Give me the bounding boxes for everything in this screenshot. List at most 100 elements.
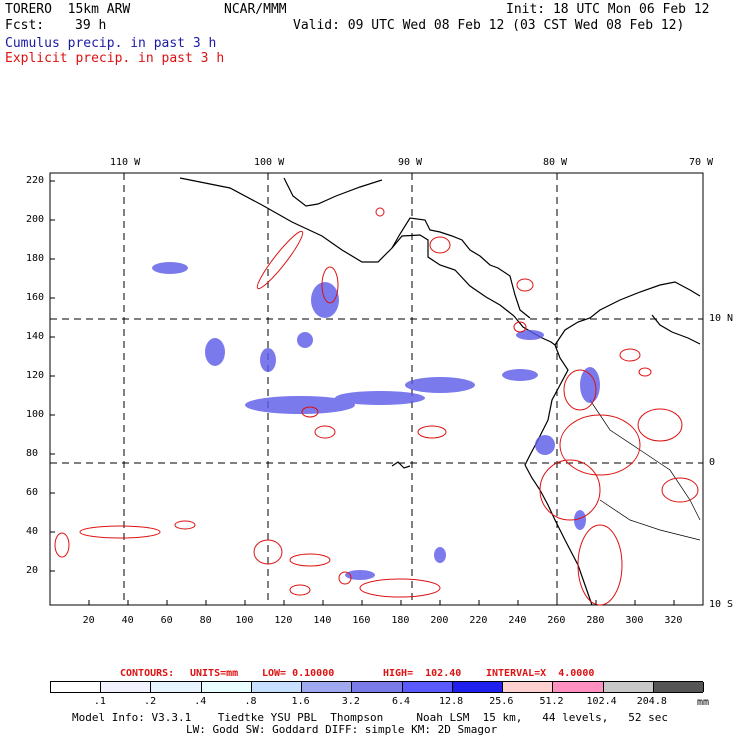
colorbar xyxy=(50,681,704,693)
cumulus-cell-8 xyxy=(574,510,586,530)
colorbar-swatch xyxy=(352,682,403,692)
map-frame xyxy=(49,172,704,606)
explicit-contour-13 xyxy=(577,524,623,606)
x-tick-label: 40 xyxy=(121,615,134,626)
cumulus-precip-areas xyxy=(152,262,600,580)
border-andes xyxy=(589,399,701,521)
cumulus-band-itcz-2 xyxy=(335,391,425,405)
lon-label: 80 W xyxy=(543,157,568,168)
colorbar-swatch xyxy=(503,682,554,692)
explicit-contour-23 xyxy=(289,584,311,596)
explicit-contour-14 xyxy=(661,477,699,503)
init-time: Init: 18 UTC Mon 06 Feb 12 xyxy=(506,2,710,17)
coast-yucatan-caribbean xyxy=(391,217,531,319)
y-tick-label: 40 xyxy=(26,526,39,537)
explicit-contour-11 xyxy=(559,414,641,476)
x-tick-label: 320 xyxy=(664,615,683,626)
x-tick-label: 180 xyxy=(391,615,410,626)
explicit-contour-2 xyxy=(321,266,339,304)
explicit-contour-19 xyxy=(253,539,283,565)
colorbar-label: 1.6 xyxy=(291,696,310,707)
explicit-contour-16 xyxy=(79,525,161,539)
colorbar-label: 6.4 xyxy=(392,696,411,707)
x-tick-label: 100 xyxy=(235,615,254,626)
colorbar-label: 51.2 xyxy=(539,696,564,707)
explicit-contour-5 xyxy=(417,425,447,439)
x-tick-label: 220 xyxy=(469,615,488,626)
x-tick-label: 80 xyxy=(199,615,212,626)
x-tick-label: 140 xyxy=(313,615,332,626)
legend-explicit: Explicit precip. in past 3 h xyxy=(5,51,225,66)
explicit-contour-4 xyxy=(314,425,336,439)
colorbar-swatch xyxy=(452,682,504,692)
coast-northern-south-america xyxy=(554,281,701,346)
contours-low: LOW= 0.10000 xyxy=(262,668,335,679)
x-tick-label: 60 xyxy=(160,615,173,626)
colorbar-swatch xyxy=(603,682,654,692)
lon-label: 90 W xyxy=(398,157,423,168)
contours-label: CONTOURS: xyxy=(120,668,175,679)
explicit-contour-9 xyxy=(516,278,534,292)
cumulus-band-itcz-3 xyxy=(405,377,475,393)
y-tick-label: 180 xyxy=(26,253,45,264)
x-tick-label: 260 xyxy=(547,615,566,626)
colorbar-label: .1 xyxy=(93,696,106,707)
contours-units: UNITS=mm xyxy=(190,668,239,679)
x-tick-label: 200 xyxy=(430,615,449,626)
x-tick-label: 280 xyxy=(586,615,605,626)
galapagos-islands xyxy=(391,461,411,469)
colorbar-swatch xyxy=(251,682,303,692)
colorbar-swatch xyxy=(201,682,252,692)
model-info-line1: Model Info: V3.3.1 Tiedtke YSU PBL Thomp… xyxy=(72,711,669,724)
lon-label: 100 W xyxy=(254,157,285,168)
cumulus-cell-11 xyxy=(535,435,555,455)
cumulus-cell-6 xyxy=(502,369,538,381)
explicit-contour-24 xyxy=(619,348,641,362)
explicit-contour-3 xyxy=(301,406,319,418)
cumulus-cell-10 xyxy=(345,570,375,580)
colorbar-label: .2 xyxy=(144,696,157,707)
lat-label: 10 N xyxy=(709,313,734,324)
colorbar-label: .8 xyxy=(244,696,257,707)
cumulus-cell-9 xyxy=(434,547,446,563)
contours-interval: INTERVAL=X 4.0000 xyxy=(486,668,595,679)
legend-cumulus: Cumulus precip. in past 3 h xyxy=(5,36,217,51)
colorbar-label: 102.4 xyxy=(586,696,617,707)
x-tick-label: 160 xyxy=(352,615,371,626)
coastlines xyxy=(179,177,701,606)
colorbar-swatch xyxy=(51,682,102,692)
explicit-contour-15 xyxy=(637,408,683,442)
colorbar-swatch xyxy=(151,682,202,692)
border-inland xyxy=(599,499,701,541)
explicit-contour-22 xyxy=(338,571,352,585)
contours-high: HIGH= 102.40 xyxy=(383,668,462,679)
coast-mexico-central-america xyxy=(179,177,556,346)
coast-venezuela xyxy=(651,314,701,345)
y-tick-label: 100 xyxy=(26,409,45,420)
cumulus-cell-1 xyxy=(205,338,225,366)
y-tick-label: 200 xyxy=(26,214,45,225)
explicit-contour-1 xyxy=(256,230,304,290)
explicit-contour-18 xyxy=(54,532,70,558)
cumulus-cell-12 xyxy=(580,367,600,403)
explicit-contour-8 xyxy=(375,207,385,217)
y-tick-label: 220 xyxy=(26,175,45,186)
cumulus-cell-7 xyxy=(516,330,544,340)
explicit-contour-10 xyxy=(563,369,597,411)
explicit-contour-7 xyxy=(429,236,451,254)
explicit-contour-6 xyxy=(513,321,527,333)
colorbar-swatch xyxy=(302,682,353,692)
valid-time: Valid: 09 UTC Wed 08 Feb 12 (03 CST Wed … xyxy=(293,18,685,33)
organization: NCAR/MMM xyxy=(224,2,287,17)
explicit-contour-20 xyxy=(289,553,331,567)
lon-label: 70 W xyxy=(689,157,714,168)
axis-tick-marks xyxy=(50,180,675,605)
model-info-line2: LW: Godd SW: Goddard DIFF: simple KM: 2D… xyxy=(186,723,498,736)
x-tick-label: 120 xyxy=(274,615,293,626)
y-tick-label: 120 xyxy=(26,370,45,381)
y-tick-label: 80 xyxy=(26,448,39,459)
colorbar-swatch xyxy=(553,682,604,692)
explicit-precip-contours xyxy=(54,207,699,606)
y-tick-label: 60 xyxy=(26,487,39,498)
x-tick-label: 300 xyxy=(625,615,644,626)
